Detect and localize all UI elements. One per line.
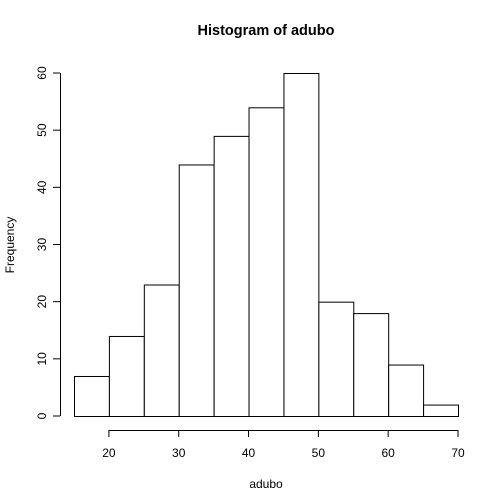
x-tick-label-20: 20 [102, 446, 116, 460]
histogram-bar-45-50 [283, 73, 320, 417]
x-axis: 20 30 40 50 60 70 [102, 430, 465, 460]
y-tick-label-0: 0 [35, 412, 49, 419]
y-tick-label-50: 50 [35, 123, 49, 137]
histogram-bar-60-65 [388, 364, 425, 417]
y-tick-label-30: 30 [35, 238, 49, 252]
histogram-bar-40-45 [248, 107, 285, 418]
y-tick-label-10: 10 [35, 352, 49, 366]
y-tick-label-40: 40 [35, 180, 49, 194]
histogram-bar-20-25 [108, 335, 145, 418]
x-tick-label-70: 70 [451, 446, 465, 460]
y-axis: 0 10 20 30 40 50 60 [35, 66, 61, 419]
x-tick-label-50: 50 [312, 446, 326, 460]
x-axis-label: adubo [249, 477, 283, 491]
histogram-bar-65-70 [423, 404, 460, 418]
histogram-bar-30-35 [178, 164, 215, 417]
chart-title: Histogram of adubo [198, 23, 335, 39]
histogram-bar-15-20 [74, 375, 110, 418]
histogram-bar-25-30 [143, 284, 180, 417]
y-axis-label: Frequency [3, 217, 17, 274]
histogram-bar-50-55 [318, 301, 355, 417]
histogram-bar-55-60 [353, 313, 390, 418]
x-tick-label-40: 40 [242, 446, 256, 460]
histogram-bar-35-40 [213, 135, 250, 417]
x-tick-label-30: 30 [172, 446, 186, 460]
x-tick-label-60: 60 [382, 446, 396, 460]
y-tick-label-20: 20 [35, 295, 49, 309]
y-tick-label-60: 60 [35, 66, 49, 80]
histogram-bars [74, 73, 460, 418]
